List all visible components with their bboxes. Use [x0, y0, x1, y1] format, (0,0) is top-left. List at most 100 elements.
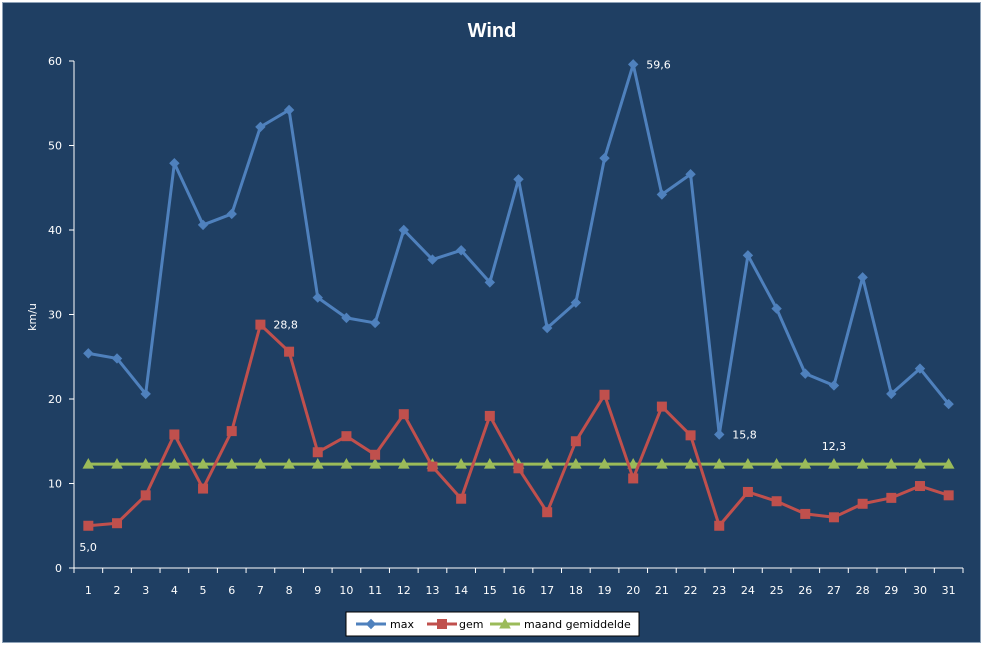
point-maand-gemiddelde — [742, 458, 754, 469]
legend-swatch-marker — [365, 618, 377, 630]
point-maand-gemiddelde — [570, 458, 582, 469]
point-max — [427, 254, 438, 265]
legend-item-max: max — [356, 618, 414, 631]
x-tick-label: 18 — [569, 584, 583, 597]
point-gem — [771, 496, 782, 507]
chart-title: Wind — [468, 20, 517, 42]
point-maand-gemiddelde — [225, 458, 238, 469]
data-label: 12,3 — [822, 440, 847, 453]
point-max — [255, 121, 266, 133]
point-gem — [656, 401, 667, 412]
y-tick-label: 50 — [48, 140, 62, 153]
legend-label: max — [390, 618, 414, 631]
y-tick-label: 20 — [48, 393, 62, 406]
point-max — [914, 363, 926, 374]
x-tick-label: 3 — [142, 584, 149, 597]
x-tick-label: 9 — [314, 584, 321, 597]
y-axis-label: km/u — [26, 303, 39, 331]
x-tick-label: 12 — [397, 584, 411, 597]
point-maand-gemiddelde — [541, 458, 554, 469]
x-tick-label: 30 — [913, 584, 927, 597]
point-gem — [628, 473, 639, 484]
x-tick-label: 22 — [684, 584, 698, 597]
x-tick-label: 25 — [770, 584, 784, 597]
point-gem — [370, 449, 381, 460]
legend: max gem maand gemiddelde — [345, 611, 640, 637]
x-tick-label: 1 — [85, 584, 92, 597]
point-max — [714, 429, 725, 440]
point-maand-gemiddelde — [340, 458, 353, 469]
point-maand-gemiddelde — [369, 458, 381, 469]
point-max — [886, 388, 897, 400]
point-max — [685, 169, 696, 180]
x-tick-label: 10 — [339, 584, 353, 597]
point-gem — [198, 483, 209, 494]
point-max — [341, 312, 352, 324]
point-gem — [943, 490, 954, 501]
data-label: 28,8 — [273, 319, 298, 332]
point-gem — [742, 486, 753, 497]
x-tick-label: 24 — [741, 584, 755, 597]
point-max — [541, 322, 553, 334]
point-gem — [599, 389, 610, 400]
y-tick-label: 30 — [48, 309, 62, 322]
point-max — [111, 353, 123, 364]
point-max — [771, 303, 782, 314]
point-maand-gemiddelde — [713, 458, 726, 469]
point-max — [226, 208, 237, 220]
point-maand-gemiddelde — [283, 458, 295, 469]
point-max — [513, 174, 524, 185]
x-tick-label: 28 — [856, 584, 870, 597]
point-gem — [284, 346, 295, 357]
y-tick-label: 10 — [48, 478, 62, 491]
data-label: 15,8 — [732, 428, 757, 441]
point-max — [369, 317, 381, 329]
point-gem — [398, 409, 409, 420]
point-max — [800, 368, 811, 379]
y-tick-label: 60 — [48, 55, 62, 68]
point-maand-gemiddelde — [455, 458, 467, 469]
x-tick-label: 11 — [368, 584, 382, 597]
point-maand-gemiddelde — [656, 458, 668, 469]
series-max — [83, 59, 954, 440]
x-tick-label: 19 — [598, 584, 612, 597]
x-tick-label: 7 — [257, 584, 264, 597]
point-max — [169, 158, 180, 169]
point-gem — [914, 481, 925, 492]
point-gem — [685, 430, 696, 441]
point-max — [656, 189, 668, 200]
point-gem — [542, 507, 553, 518]
point-maand-gemiddelde — [799, 458, 812, 469]
x-tick-label: 23 — [712, 584, 726, 597]
point-gem — [169, 429, 180, 440]
point-gem — [513, 463, 524, 474]
point-maand-gemiddelde — [168, 458, 181, 469]
x-tick-label: 27 — [827, 584, 841, 597]
point-gem — [886, 492, 897, 503]
y-tick-label: 0 — [55, 562, 62, 575]
legend-item-gem: gem — [427, 618, 483, 631]
x-tick-label: 20 — [626, 584, 640, 597]
point-gem — [341, 431, 352, 442]
x-tick-label: 29 — [884, 584, 898, 597]
x-tick-label: 6 — [228, 584, 235, 597]
x-tick-label: 13 — [425, 584, 439, 597]
point-maand-gemiddelde — [197, 458, 209, 469]
legend-item-maand-gemiddelde: maand gemiddelde — [490, 617, 631, 631]
x-tick-label: 21 — [655, 584, 669, 597]
x-axis: 1 2 3 4 5 6 7 8 9 10 11 12 13 14 15 16 17 18 19 20 21 22 23 24 2… — [73, 567, 964, 597]
data-labels: 59,6 15,8 28,8 5,0 12,3 — [79, 58, 846, 553]
x-tick-label: 14 — [454, 584, 468, 597]
point-maand-gemiddelde — [942, 458, 955, 469]
point-maand-gemiddelde — [397, 458, 410, 469]
point-max — [742, 250, 754, 261]
point-max — [283, 104, 295, 116]
point-gem — [800, 508, 811, 519]
x-tick-label: 26 — [798, 584, 812, 597]
point-gem — [828, 512, 839, 523]
point-max — [570, 297, 582, 308]
x-tick-label: 2 — [114, 584, 121, 597]
x-tick-label: 5 — [200, 584, 207, 597]
